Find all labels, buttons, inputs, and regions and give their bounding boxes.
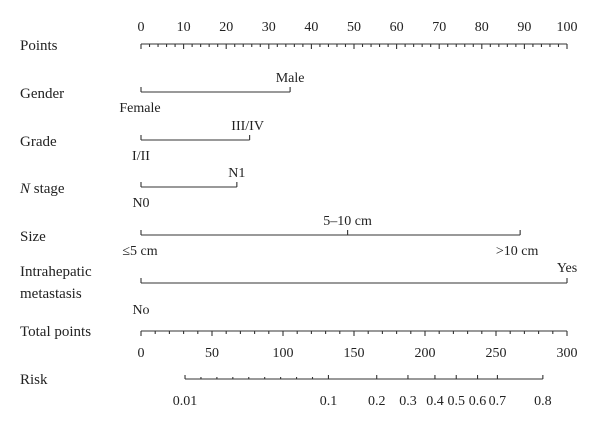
gender-level-label: Female	[119, 101, 160, 116]
points-tick-label: 20	[219, 20, 233, 35]
points-tick-label: 80	[475, 20, 489, 35]
gender-level-label: Male	[276, 71, 305, 86]
size-level-label: >10 cm	[496, 244, 539, 259]
row-label-points: Points	[20, 38, 58, 54]
total-points-tick-label: 250	[486, 346, 507, 361]
points-tick-label: 60	[390, 20, 404, 35]
total-points-tick-label: 300	[557, 346, 578, 361]
risk-tick-label: 0.3	[399, 394, 417, 409]
n-stage-level-label: N0	[132, 196, 149, 211]
n-stage-italic: N	[19, 181, 31, 197]
risk-tick-label: 0.2	[368, 394, 386, 409]
row-label-size: Size	[20, 229, 46, 245]
total-points-tick-label: 200	[415, 346, 436, 361]
row-label-gender: Gender	[20, 86, 64, 102]
risk-tick-label: 0.6	[469, 394, 487, 409]
n-stage-rest: stage	[30, 181, 65, 197]
intrahepatic-level-label: No	[132, 303, 149, 318]
total-points-tick-label: 100	[273, 346, 294, 361]
risk-tick-label: 0.4	[426, 394, 444, 409]
row-label-grade: Grade	[20, 134, 57, 150]
row-label-total-points: Total points	[20, 324, 91, 340]
row-label-intrahepatic-line1: Intrahepatic	[20, 264, 92, 280]
total-points-tick-label: 150	[344, 346, 365, 361]
grade-level-label: III/IV	[231, 119, 264, 134]
points-tick-label: 100	[557, 20, 578, 35]
points-tick-label: 50	[347, 20, 361, 35]
n-stage-level-label: N1	[228, 166, 245, 181]
row-label-risk: Risk	[20, 372, 48, 388]
points-tick-label: 0	[138, 20, 145, 35]
points-tick-label: 70	[432, 20, 446, 35]
points-tick-label: 10	[177, 20, 191, 35]
total-points-tick-label: 50	[205, 346, 219, 361]
risk-tick-label: 0.7	[489, 394, 507, 409]
row-label-n-stage: N stage	[19, 181, 65, 197]
size-level-label: 5–10 cm	[323, 214, 372, 229]
intrahepatic-level-label: Yes	[557, 261, 577, 276]
grade-level-label: I/II	[132, 149, 150, 164]
risk-tick-label: 0.1	[320, 394, 338, 409]
size-level-label: ≤5 cm	[122, 244, 157, 259]
points-tick-label: 30	[262, 20, 276, 35]
total-points-tick-label: 0	[138, 346, 145, 361]
row-label-intrahepatic-line2: metastasis	[20, 286, 82, 302]
chart-marks: 0 10 20 30 40 50 60 70 80 90 100 Male Female III/IV I/…	[119, 20, 577, 409]
points-tick-label: 40	[304, 20, 318, 35]
risk-tick-label: 0.01	[173, 394, 198, 409]
risk-tick-label: 0.8	[534, 394, 552, 409]
risk-tick-label: 0.5	[447, 394, 465, 409]
points-tick-label: 90	[517, 20, 531, 35]
